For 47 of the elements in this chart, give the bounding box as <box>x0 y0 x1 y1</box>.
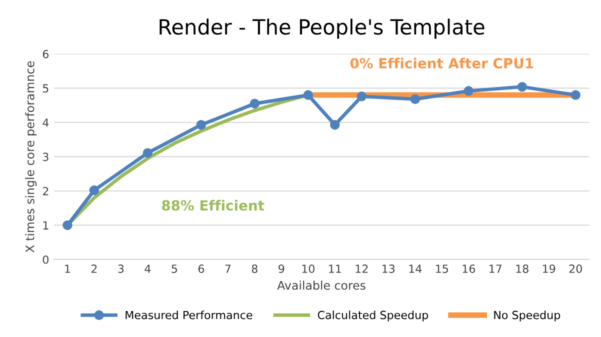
x-tick-label: 10 <box>302 264 314 273</box>
x-tick-label: 16 <box>462 264 475 273</box>
point <box>464 86 474 96</box>
point <box>62 220 72 230</box>
y-tick-label: 5 <box>43 84 48 93</box>
x-tick-label: 20 <box>569 264 582 273</box>
x-tick-label: 9 <box>278 264 284 273</box>
x-tick-label: 11 <box>329 264 341 273</box>
x-tick-label: 17 <box>490 264 502 273</box>
legend-label: No Speedup <box>494 310 560 322</box>
x-tick-label: 6 <box>198 264 204 273</box>
x-tick-label: 12 <box>356 264 368 273</box>
point <box>89 185 100 196</box>
point <box>356 92 367 102</box>
x-tick-label: 13 <box>382 264 395 273</box>
point <box>250 98 260 108</box>
y-tick-label: 0 <box>42 255 48 264</box>
y-tick-label: 6 <box>42 50 49 58</box>
annotation: 0% Efficient After CPU1 <box>350 58 534 69</box>
x-tick-label: 15 <box>436 264 448 273</box>
x-tick-label: 18 <box>516 264 528 273</box>
x-tick-label: 2 <box>91 264 97 273</box>
x-tick-label: 19 <box>543 264 556 273</box>
legend-label: Calculated Speedup <box>318 310 428 322</box>
y-tick-label: 3 <box>43 152 48 162</box>
x-tick-label: 14 <box>409 264 422 273</box>
y-tick-label: 2 <box>42 186 48 196</box>
x-tick-label: 7 <box>225 264 231 273</box>
x-tick-label: 1 <box>65 264 70 273</box>
point <box>142 148 153 158</box>
point <box>303 90 314 100</box>
point <box>196 120 206 130</box>
x-tick-label: 5 <box>172 264 178 273</box>
legend-label: Measured Performance <box>126 310 252 320</box>
x-tick-label: 8 <box>252 264 258 273</box>
x-tick-label: 3 <box>118 264 124 273</box>
point <box>517 82 527 92</box>
annotation: 88% Efficient <box>162 200 264 211</box>
x-axis-title: Available cores <box>277 280 366 290</box>
y-tick-label: 1 <box>43 221 48 230</box>
chart-title: Render - The People's Template <box>160 18 484 39</box>
y-tick-label: 4 <box>42 118 49 127</box>
point <box>570 90 580 100</box>
point <box>330 120 340 130</box>
y-axis-title: X times single core perforamnce <box>25 61 37 252</box>
point <box>410 94 420 104</box>
x-tick-label: 4 <box>144 264 151 273</box>
